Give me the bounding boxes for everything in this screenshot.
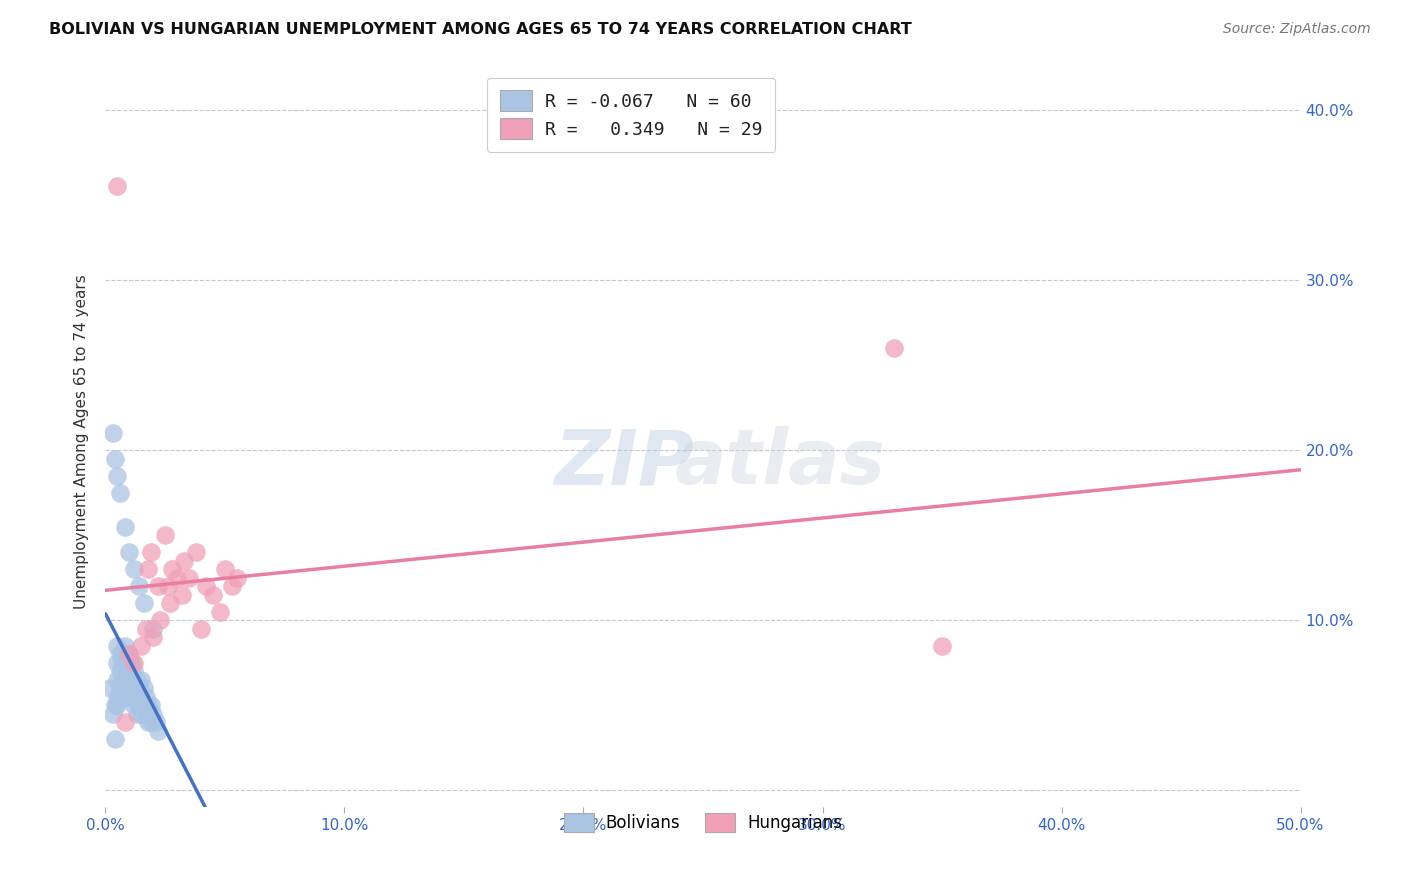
Point xyxy=(114,681,136,696)
Point xyxy=(121,690,143,704)
Point xyxy=(129,673,153,687)
Point xyxy=(121,656,143,670)
Point xyxy=(153,528,177,542)
Point xyxy=(173,553,195,567)
Point xyxy=(104,451,127,466)
Point xyxy=(108,681,131,696)
Point xyxy=(115,664,138,678)
Point xyxy=(129,706,153,721)
Point xyxy=(122,562,145,576)
Point xyxy=(111,656,134,670)
Point xyxy=(122,656,145,670)
Point xyxy=(114,519,136,533)
Point xyxy=(115,647,138,661)
Point xyxy=(142,622,165,636)
Point xyxy=(128,681,150,696)
Point xyxy=(108,664,131,678)
Text: ZIP: ZIP xyxy=(555,426,695,500)
Point xyxy=(114,639,136,653)
Point xyxy=(108,647,131,661)
Point xyxy=(114,664,136,678)
Point xyxy=(194,579,217,593)
Point xyxy=(122,664,145,678)
Point xyxy=(931,639,953,653)
Point xyxy=(115,690,138,704)
Point xyxy=(159,596,181,610)
Point xyxy=(107,468,129,483)
Point xyxy=(114,715,136,730)
Y-axis label: Unemployment Among Ages 65 to 74 years: Unemployment Among Ages 65 to 74 years xyxy=(75,274,90,609)
Point xyxy=(135,622,157,636)
Point xyxy=(135,706,157,721)
Point xyxy=(104,698,127,713)
Point xyxy=(166,571,188,585)
Point xyxy=(107,673,129,687)
Point xyxy=(177,571,201,585)
Point xyxy=(132,596,155,610)
Point xyxy=(107,656,129,670)
Point xyxy=(132,698,155,713)
Point xyxy=(118,656,141,670)
Point xyxy=(209,605,232,619)
Text: BOLIVIAN VS HUNGARIAN UNEMPLOYMENT AMONG AGES 65 TO 74 YEARS CORRELATION CHART: BOLIVIAN VS HUNGARIAN UNEMPLOYMENT AMONG… xyxy=(49,22,912,37)
Point xyxy=(142,630,165,644)
Point xyxy=(107,698,129,713)
Point xyxy=(162,562,184,576)
Point xyxy=(132,681,155,696)
Point xyxy=(128,698,150,713)
Point xyxy=(139,545,162,559)
Point xyxy=(118,647,141,661)
Point xyxy=(139,698,162,713)
Point xyxy=(107,179,129,194)
Point xyxy=(221,579,243,593)
Point xyxy=(101,425,124,440)
Point xyxy=(125,673,148,687)
Point xyxy=(142,706,165,721)
Point xyxy=(125,690,148,704)
Point xyxy=(107,690,129,704)
Point xyxy=(186,545,208,559)
Text: Source: ZipAtlas.com: Source: ZipAtlas.com xyxy=(1223,22,1371,37)
Point xyxy=(118,673,141,687)
Point xyxy=(225,571,249,585)
Point xyxy=(145,715,167,730)
Point xyxy=(129,690,153,704)
Point xyxy=(125,706,148,721)
Point xyxy=(190,622,212,636)
Text: atlas: atlas xyxy=(675,426,886,500)
Point xyxy=(111,690,134,704)
Point xyxy=(883,341,905,355)
Point xyxy=(111,673,134,687)
Point xyxy=(118,545,141,559)
Point xyxy=(139,715,162,730)
Point xyxy=(101,706,124,721)
Point xyxy=(98,681,121,696)
Point xyxy=(138,562,160,576)
Point xyxy=(129,639,153,653)
Point xyxy=(202,588,225,602)
Point xyxy=(135,690,157,704)
Point xyxy=(104,732,127,747)
Point xyxy=(122,681,145,696)
Point xyxy=(170,588,193,602)
Point xyxy=(146,579,169,593)
Point xyxy=(107,639,129,653)
Point xyxy=(149,613,172,627)
Point xyxy=(121,673,143,687)
Legend: Bolivians, Hungarians: Bolivians, Hungarians xyxy=(557,806,849,839)
Point xyxy=(108,485,131,500)
Point xyxy=(122,698,145,713)
Point xyxy=(138,715,160,730)
Point xyxy=(146,723,169,738)
Point xyxy=(138,698,160,713)
Point xyxy=(156,579,179,593)
Point xyxy=(214,562,236,576)
Point xyxy=(118,690,141,704)
Point xyxy=(118,647,141,661)
Point xyxy=(128,579,150,593)
